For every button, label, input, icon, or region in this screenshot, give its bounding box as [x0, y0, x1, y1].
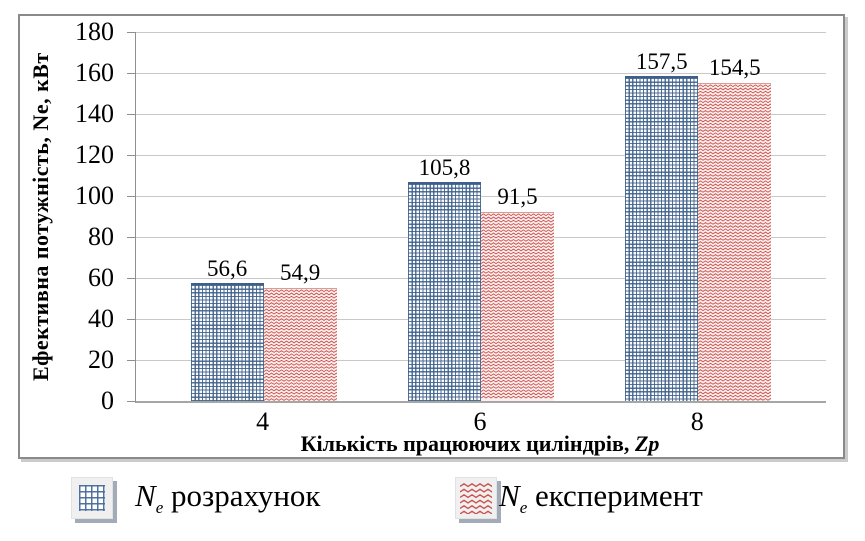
legend-text: експеримент	[527, 477, 703, 513]
bar-value-label: 56,6	[206, 256, 248, 281]
y-tick-label-120: 120	[75, 140, 114, 169]
gridline-120	[136, 155, 826, 156]
gridline-100	[136, 196, 826, 197]
y-axis-tickmark-160	[127, 73, 136, 74]
y-tick-label-140: 140	[75, 99, 114, 128]
y-axis-tickmark-80	[127, 237, 136, 238]
legend-item-experiment: Ne експеримент	[455, 468, 703, 528]
red-zigzag-pattern-icon	[460, 482, 492, 514]
bar-calculated-cyl8	[625, 76, 699, 401]
bar-value-label: 91,5	[497, 184, 538, 210]
legend-symbol-N: N	[135, 477, 156, 513]
legend-label-experiment: Ne експеримент	[499, 478, 703, 518]
y-axis-tickmark-140	[127, 114, 136, 115]
bar-value-label: 154,5	[708, 55, 761, 81]
y-tick-label-60: 60	[88, 263, 114, 292]
legend-symbol-sub-e: e	[155, 498, 164, 518]
x-tick-label-8: 8	[690, 407, 704, 436]
chart-frame: Ефективна потужність, Ne, кВт 56,6 54,9 10…	[18, 14, 845, 459]
legend-swatch-red-zigzag-icon	[455, 477, 497, 519]
y-axis-tickmark-0	[127, 401, 136, 402]
y-axis-tickmark-20	[127, 360, 136, 361]
x-axis-title-variable: Zp	[634, 431, 660, 456]
y-axis-tickmark-60	[127, 278, 136, 279]
y-tick-label-160: 160	[75, 58, 114, 87]
legend-label-calculated: Ne розрахунок	[135, 478, 320, 518]
gridline-160	[136, 73, 826, 74]
y-axis-tickmark-180	[127, 32, 136, 33]
bar-experiment-cyl6	[481, 212, 554, 401]
y-tick-label-0: 0	[101, 386, 114, 415]
bar-experiment-cyl8	[698, 83, 772, 401]
y-tick-label-20: 20	[88, 345, 114, 374]
y-axis-tickmark-100	[127, 196, 136, 197]
y-tick-label-180: 180	[75, 17, 114, 46]
legend: Ne розрахунок Ne експеримент	[0, 468, 865, 538]
legend-symbol-sub-e: e	[519, 498, 528, 518]
x-tick-label-6: 6	[473, 407, 487, 436]
y-axis-tickmark-120	[127, 155, 136, 156]
bar-calculated-cyl6	[408, 182, 481, 401]
plot-area: 56,6 54,9 105,8 91,5 157,5 154,5	[127, 32, 826, 403]
legend-swatch-blue-grid-icon	[71, 477, 113, 519]
legend-item-calculated: Ne розрахунок	[71, 468, 320, 528]
bar-experiment-cyl4	[263, 287, 337, 401]
gridline-140	[136, 114, 826, 115]
x-axis-title-text: Кількість працюючих циліндрів,	[300, 431, 635, 456]
bar-value-label: 157,5	[635, 49, 688, 75]
y-tick-label-80: 80	[88, 222, 114, 251]
bar-value-label: 105,8	[418, 155, 471, 181]
bar-value-label: 54,9	[279, 259, 321, 285]
x-axis-title: Кількість працюючих циліндрів, Zp	[135, 431, 825, 457]
blue-grid-pattern-icon	[79, 485, 105, 511]
y-axis-tickmark-40	[127, 319, 136, 320]
y-tick-label-100: 100	[75, 181, 114, 210]
legend-symbol-N: N	[499, 477, 520, 513]
x-tick-label-4: 4	[256, 407, 270, 436]
legend-text: розрахунок	[163, 477, 321, 513]
y-tick-label-40: 40	[88, 304, 114, 333]
gridline-180	[136, 32, 826, 33]
bar-calculated-cyl4	[190, 283, 264, 401]
